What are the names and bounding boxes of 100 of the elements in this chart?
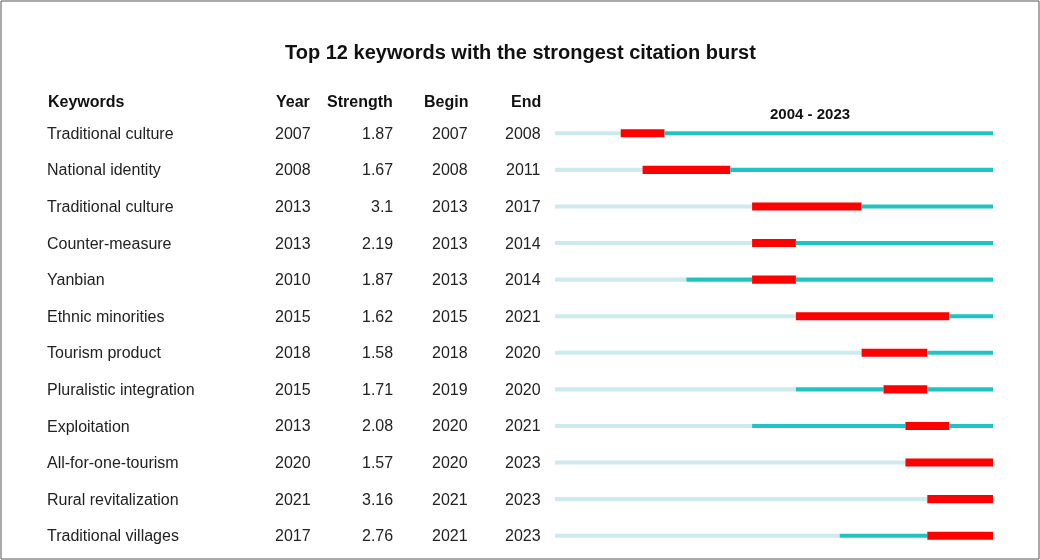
text: 2015 (432, 308, 468, 325)
text: 2014 (505, 271, 541, 288)
y-tick-label: Traditional culture (47, 124, 174, 142)
text: 2023 (505, 527, 541, 544)
text: 2018 (275, 344, 311, 361)
text: Begin (424, 93, 469, 110)
bar (555, 314, 796, 319)
text: 2019 (432, 381, 468, 398)
bar (839, 533, 928, 538)
text: 1.62 (362, 308, 394, 325)
bar (555, 460, 906, 465)
bar (555, 167, 643, 172)
bar (555, 241, 753, 246)
text: 2.08 (362, 417, 394, 434)
bar (905, 421, 950, 430)
text: 2021 (432, 491, 468, 508)
bar (905, 458, 993, 467)
text: 2020 (432, 454, 468, 471)
y-tick-label: Counter-measure (47, 234, 172, 252)
bar (927, 350, 993, 355)
bar (752, 275, 796, 284)
bar (795, 312, 950, 321)
text: 2007 (432, 125, 468, 142)
y-tick-label: Traditional culture (47, 198, 174, 216)
text: 2007 (275, 125, 311, 142)
bar (555, 497, 928, 502)
text: 2011 (506, 161, 541, 178)
bar (752, 423, 906, 428)
text: 2013 (432, 198, 468, 215)
bar (642, 165, 731, 174)
y-tick-label: National identity (47, 161, 161, 179)
y-tick-label: Exploitation (47, 417, 130, 435)
text: 2023 (505, 454, 541, 471)
text: 1.58 (362, 344, 394, 361)
bar (555, 387, 796, 392)
y-tick-label: Tourism product (47, 344, 162, 362)
text: 2021 (432, 527, 468, 544)
bar (949, 423, 993, 428)
text: 2013 (432, 271, 468, 288)
text: 3.1 (371, 198, 394, 215)
text: 2018 (432, 344, 468, 361)
bar (795, 277, 993, 282)
bar (730, 167, 993, 172)
text: 2008 (432, 161, 468, 178)
text: 2008 (505, 125, 541, 142)
text: 1.57 (362, 454, 394, 471)
bar (686, 277, 753, 282)
bar (795, 387, 884, 392)
text: 2013 (275, 198, 311, 215)
bar (927, 495, 993, 504)
text: 2.76 (362, 527, 394, 544)
bar (883, 385, 928, 394)
text: 1.87 (362, 271, 394, 288)
text: 1.71 (362, 381, 394, 398)
bar (752, 202, 862, 211)
bar (555, 533, 840, 538)
text: 2020 (505, 344, 541, 361)
text: 2020 (432, 417, 468, 434)
text: 2010 (275, 271, 311, 288)
text: End (511, 93, 542, 110)
bar (555, 423, 753, 428)
y-tick-label: Pluralistic integration (47, 380, 195, 398)
bar (555, 131, 621, 136)
chart-title: Top 12 keywords with the strongest citation burst (285, 41, 757, 63)
bar (927, 387, 993, 392)
text: 2008 (275, 161, 311, 178)
bar (620, 129, 665, 138)
bar (795, 241, 993, 246)
text: 2013 (432, 235, 468, 252)
text: 2021 (505, 417, 541, 434)
text: Strength (327, 93, 393, 110)
text: 2020 (275, 454, 311, 471)
text: 2020 (505, 381, 541, 398)
y-tick-label: All-for-one-tourism (47, 454, 179, 472)
text: 2023 (505, 491, 541, 508)
text: 3.16 (362, 491, 394, 508)
text: 2013 (275, 417, 311, 434)
text: 2.19 (362, 235, 394, 252)
bar (555, 204, 753, 209)
bar (555, 277, 687, 282)
text: 2013 (275, 235, 311, 252)
text: Year (276, 93, 310, 110)
text: 2017 (505, 198, 541, 215)
bar (927, 531, 993, 540)
text: Keywords (48, 93, 125, 110)
text: 2014 (505, 235, 541, 252)
text: 2021 (275, 491, 311, 508)
y-tick-label: Ethnic minorities (47, 307, 165, 325)
text: 2015 (275, 381, 311, 398)
annotation: 2004 - 2023 (770, 105, 851, 122)
y-tick-label: Yanbian (47, 271, 105, 289)
bar (752, 239, 796, 248)
y-tick-label: Traditional villages (47, 527, 179, 545)
text: 2021 (505, 308, 541, 325)
text: 1.87 (362, 125, 394, 142)
bar (861, 348, 928, 357)
text: 2015 (275, 308, 311, 325)
bar (861, 204, 993, 209)
y-tick-label: Rural revitalization (47, 490, 179, 508)
text: 2017 (275, 527, 311, 544)
